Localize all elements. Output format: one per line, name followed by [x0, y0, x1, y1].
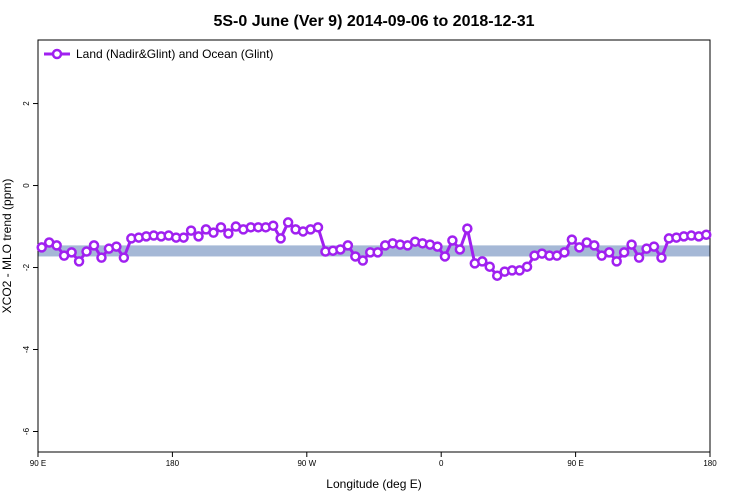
data-point	[81, 246, 92, 257]
data-point	[648, 241, 660, 252]
data-point	[603, 247, 615, 258]
data-point	[312, 222, 324, 233]
data-point	[611, 256, 622, 267]
y-tick-label: 0	[22, 183, 31, 188]
data-point	[275, 233, 286, 244]
x-tick-label: 90 E	[30, 459, 46, 468]
data-point	[51, 240, 62, 251]
data-point	[282, 217, 294, 228]
data-point	[342, 240, 354, 251]
data-point	[357, 255, 369, 266]
x-tick-label: 180	[166, 459, 180, 468]
data-point	[521, 261, 533, 272]
data-point	[118, 252, 130, 263]
y-tick-label: -4	[22, 345, 31, 353]
x-tick-label: 90 E	[567, 459, 583, 468]
data-point	[701, 229, 712, 240]
x-axis-label: Longitude (deg E)	[326, 477, 421, 491]
y-axis-label: XCO2 - MLO trend (ppm)	[0, 179, 14, 314]
data-point	[589, 240, 600, 251]
data-point	[574, 242, 585, 253]
legend-marker	[51, 48, 63, 60]
data-point	[185, 225, 197, 236]
data-point	[432, 241, 443, 252]
data-point	[656, 252, 667, 263]
data-point	[96, 252, 107, 263]
data-point	[193, 231, 204, 242]
data-point	[350, 251, 361, 262]
x-tick-label: 180	[703, 459, 717, 468]
data-point	[223, 228, 234, 239]
data-point	[372, 247, 383, 258]
data-point	[462, 223, 473, 234]
chart-title: 5S-0 June (Ver 9) 2014-09-06 to 2018-12-…	[213, 13, 534, 30]
data-point	[626, 239, 637, 250]
legend-label: Land (Nadir&Glint) and Ocean (Glint)	[76, 47, 273, 61]
data-point	[477, 256, 488, 267]
data-point	[36, 242, 47, 253]
data-point	[88, 240, 100, 251]
x-tick-label: 90 W	[297, 459, 316, 468]
data-point	[335, 244, 346, 255]
data-point	[491, 270, 503, 281]
y-tick-label: 2	[22, 101, 31, 106]
data-point	[447, 235, 458, 246]
data-point	[178, 232, 189, 243]
data-point	[633, 252, 645, 263]
data-point	[215, 222, 227, 233]
data-point	[454, 244, 466, 255]
data-point	[559, 247, 570, 258]
data-point	[439, 251, 451, 262]
data-point	[66, 247, 77, 258]
x-tick-label: 0	[439, 459, 444, 468]
data-point	[267, 220, 279, 231]
data-point	[208, 227, 219, 238]
data-point	[111, 241, 122, 252]
data-point	[484, 261, 495, 272]
data-point	[566, 234, 578, 245]
data-point	[73, 256, 85, 267]
y-tick-label: -6	[22, 427, 31, 435]
data-point	[618, 247, 630, 258]
y-tick-label: -2	[22, 263, 31, 271]
